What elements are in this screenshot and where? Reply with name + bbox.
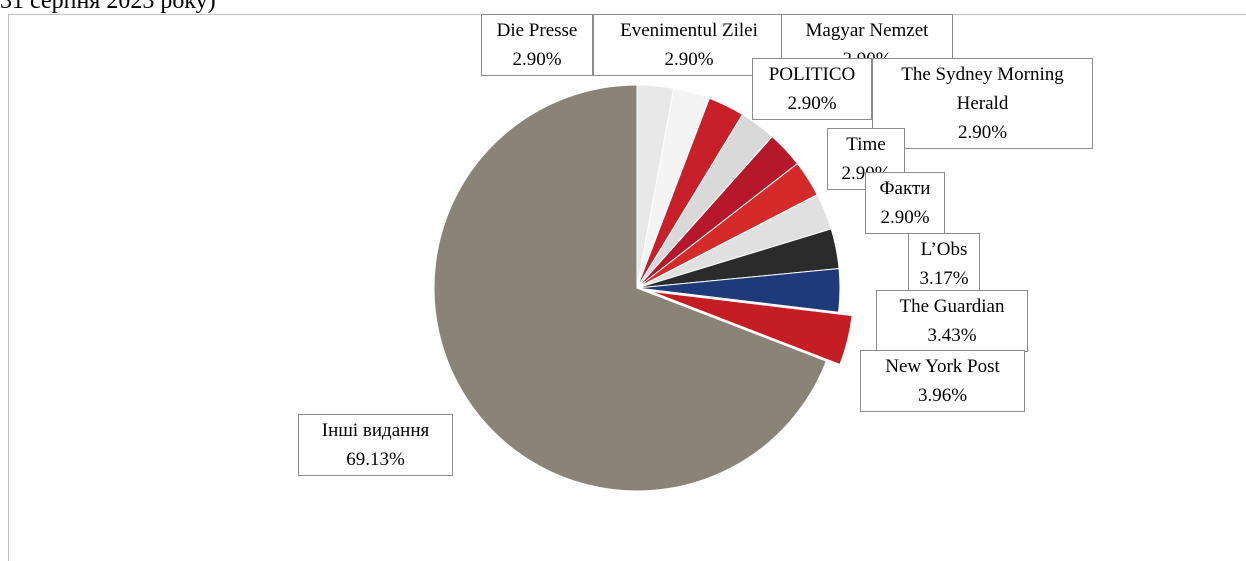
label-value: 3.17% — [919, 268, 969, 289]
label-value: 2.90% — [787, 93, 837, 114]
label-value: 3.96% — [917, 385, 968, 406]
data-label: New York Post 3.96% — [860, 350, 1025, 412]
data-label: Evenimentul Zilei 2.90% — [593, 14, 785, 76]
data-label: POLITICO 2.90% — [752, 58, 872, 120]
data-label: Факти 2.90% — [865, 172, 945, 234]
pie-slice — [433, 84, 828, 492]
label-name: The Sydney Morning Herald — [901, 64, 1064, 114]
label-name: New York Post — [885, 356, 1000, 377]
label-name: Die Presse — [496, 20, 578, 41]
label-value: 2.90% — [957, 122, 1008, 143]
label-name: L’Obs — [920, 239, 968, 260]
pie-slice — [650, 290, 853, 366]
label-name: Інші видання — [321, 420, 430, 441]
label-name: Evenimentul Zilei — [620, 20, 758, 41]
label-name: POLITICO — [768, 64, 856, 85]
label-value: 69.13% — [346, 449, 405, 470]
label-value: 2.90% — [880, 207, 930, 228]
label-value: 2.90% — [664, 49, 714, 70]
label-name: Факти — [879, 178, 931, 199]
data-label: Die Presse 2.90% — [481, 14, 593, 76]
pie-slice — [636, 267, 841, 313]
label-value: 2.90% — [512, 49, 562, 70]
data-label: L’Obs 3.17% — [908, 233, 980, 295]
data-label: Інші видання 69.13% — [298, 414, 453, 476]
label-name: Time — [846, 134, 886, 155]
data-label: The Sydney Morning Herald 2.90% — [872, 58, 1093, 149]
label-value: 3.43% — [927, 325, 977, 346]
chart-title: 31 серпня 2023 року) — [0, 0, 216, 14]
label-name: The Guardian — [899, 296, 1005, 317]
data-label: The Guardian 3.43% — [876, 290, 1028, 352]
label-name: Magyar Nemzet — [805, 20, 929, 41]
